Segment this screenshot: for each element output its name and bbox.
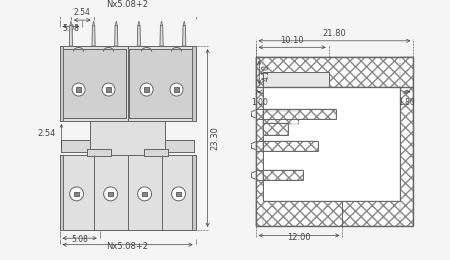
Bar	[165, 140, 194, 152]
Bar	[263, 111, 299, 123]
Bar	[74, 192, 79, 196]
Bar	[59, 46, 63, 121]
Circle shape	[104, 187, 117, 201]
Bar	[62, 140, 90, 152]
Circle shape	[102, 83, 115, 96]
Bar	[263, 170, 303, 180]
Bar	[263, 72, 328, 87]
Circle shape	[138, 187, 152, 201]
Bar	[256, 201, 414, 226]
Polygon shape	[92, 21, 95, 26]
Bar	[76, 87, 81, 92]
Text: 10.10: 10.10	[280, 36, 304, 44]
Bar	[62, 49, 126, 118]
Bar	[59, 155, 196, 230]
Circle shape	[70, 187, 84, 201]
Text: 21.80: 21.80	[323, 29, 346, 38]
Text: Nx5.08+2: Nx5.08+2	[107, 242, 148, 251]
Polygon shape	[92, 26, 95, 46]
Text: Nx5.08+2: Nx5.08+2	[107, 0, 148, 9]
Text: 5.08: 5.08	[71, 235, 88, 244]
Bar	[256, 57, 263, 226]
Polygon shape	[138, 21, 140, 26]
Text: 1.80: 1.80	[399, 98, 415, 107]
Polygon shape	[160, 21, 163, 26]
Bar	[90, 121, 165, 155]
Polygon shape	[69, 26, 72, 46]
Polygon shape	[115, 21, 117, 26]
Bar	[165, 140, 194, 152]
Bar	[87, 149, 111, 156]
Circle shape	[140, 83, 153, 96]
Bar	[144, 149, 168, 156]
Bar	[263, 141, 318, 151]
Circle shape	[170, 83, 183, 96]
Circle shape	[72, 83, 85, 96]
Bar	[263, 124, 288, 135]
Text: 5.08: 5.08	[63, 24, 79, 33]
Bar	[106, 87, 111, 92]
Polygon shape	[183, 21, 185, 26]
Text: 1.00: 1.00	[251, 98, 268, 107]
Polygon shape	[160, 26, 163, 46]
Bar	[263, 109, 336, 119]
Text: 2.54: 2.54	[74, 8, 91, 17]
Bar	[192, 46, 196, 121]
Text: 23.30: 23.30	[211, 126, 220, 150]
Bar	[59, 46, 196, 121]
Bar	[256, 57, 414, 226]
Bar	[176, 192, 181, 196]
Text: 4.10: 4.10	[262, 64, 271, 81]
Bar	[192, 155, 196, 230]
Bar	[130, 49, 194, 118]
Bar	[400, 57, 414, 226]
Bar	[90, 121, 165, 155]
Bar	[144, 149, 168, 156]
Circle shape	[171, 187, 185, 201]
Bar	[144, 87, 149, 92]
Polygon shape	[115, 26, 118, 46]
Polygon shape	[70, 21, 72, 26]
Bar	[62, 140, 90, 152]
Bar	[108, 192, 113, 196]
Bar	[62, 49, 126, 118]
Text: 2.54: 2.54	[37, 129, 56, 138]
Bar	[59, 155, 196, 230]
Text: 12.00: 12.00	[287, 233, 311, 242]
Bar	[142, 192, 147, 196]
Polygon shape	[137, 26, 140, 46]
Bar	[130, 49, 194, 118]
Bar	[59, 155, 63, 230]
Bar	[59, 46, 196, 121]
Polygon shape	[183, 26, 186, 46]
Bar	[256, 57, 414, 87]
Bar	[87, 149, 111, 156]
Bar	[174, 87, 179, 92]
